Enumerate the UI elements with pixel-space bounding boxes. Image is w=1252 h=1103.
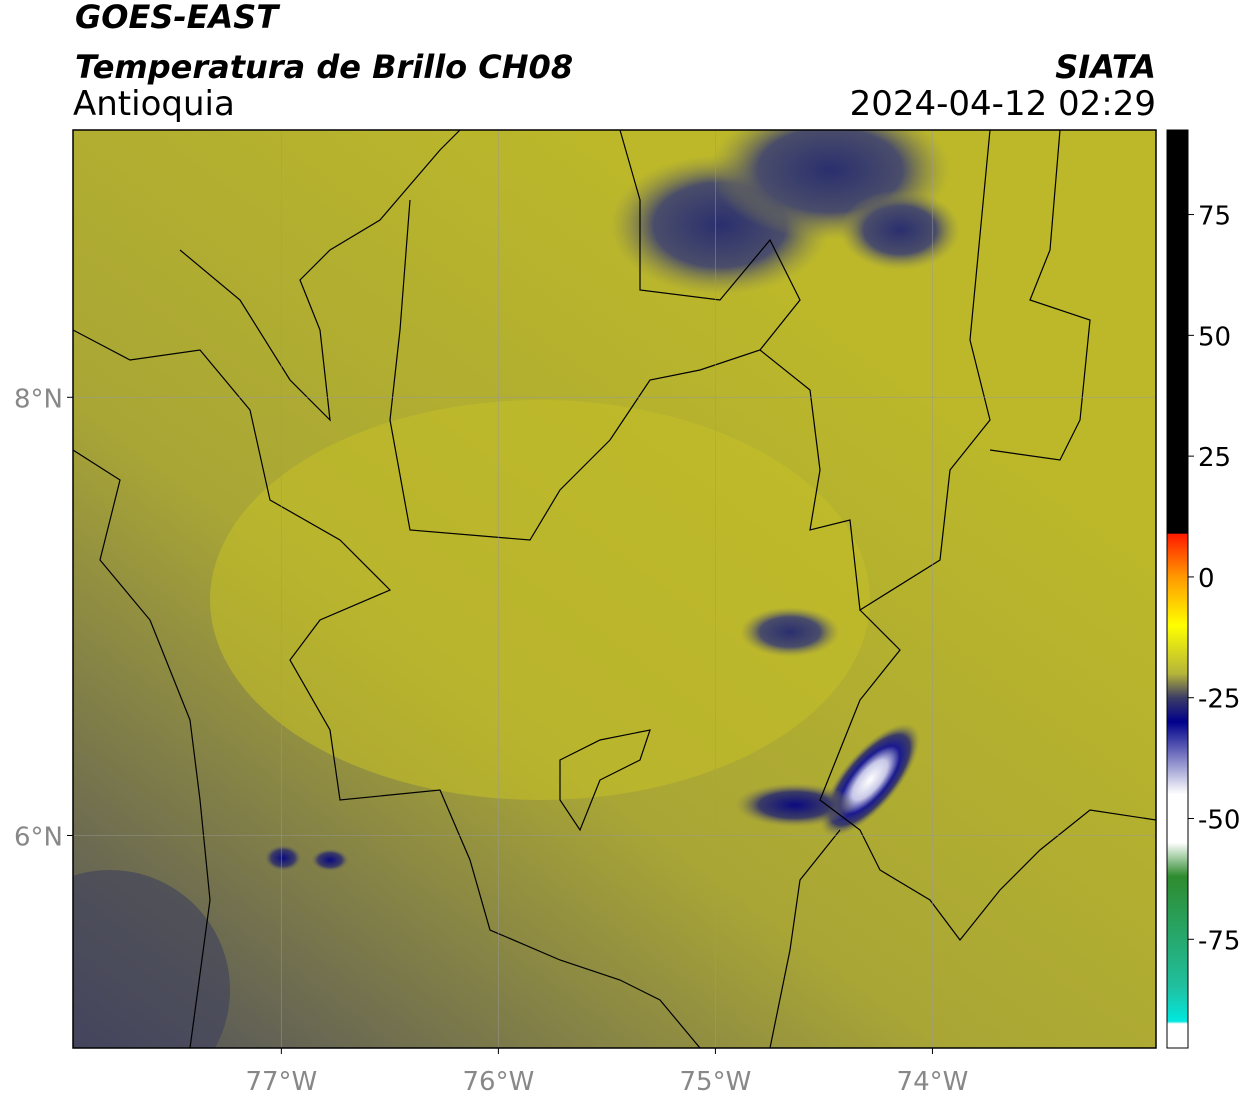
colorbar-tick-label: 50 [1198,322,1231,352]
source: SIATA [1055,48,1156,86]
colorbar-tick-label: -50 [1198,806,1240,836]
y-tick-label: 8°N [14,384,63,414]
title: GOES-EAST [75,0,280,36]
colorbar [1166,129,1189,1049]
colorbar-tick-label: 0 [1198,564,1215,594]
x-tick-label: 77°W [245,1067,317,1097]
y-tick-label: 6°N [14,822,63,852]
colorbar-tick-label: -75 [1198,926,1240,956]
x-tick-label: 75°W [680,1067,752,1097]
datetime: 2024-04-12 02:29 [850,84,1156,124]
grid [73,130,1156,1048]
map-field [73,130,1156,1048]
map-frame [72,129,1157,1049]
colorbar-tick-label: -25 [1198,685,1240,715]
x-tick-label: 74°W [897,1067,969,1097]
colorbar-tick-label: 25 [1198,443,1231,473]
subtitle: Temperatura de Brillo CH08 [75,48,573,86]
x-tick-label: 76°W [462,1067,534,1097]
region: Antioquia [73,84,235,124]
colorbar-tick-label: 75 [1198,202,1231,232]
